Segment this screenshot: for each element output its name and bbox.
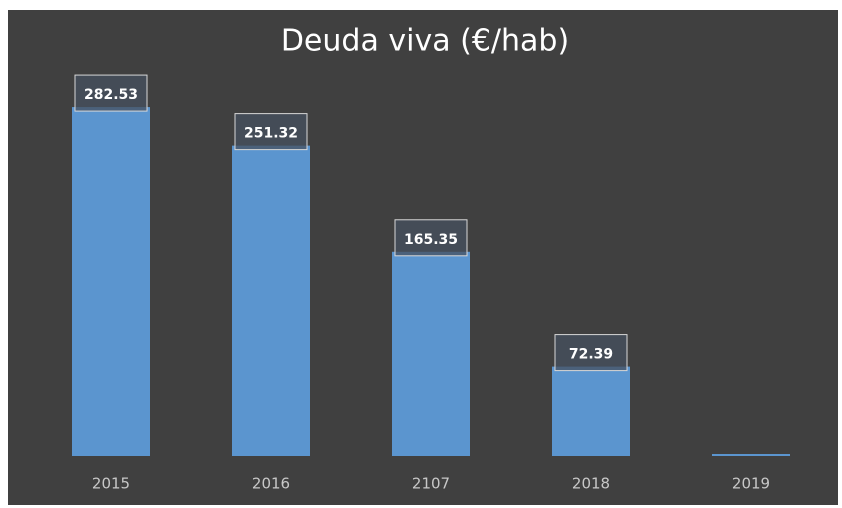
chart-title: Deuda viva (€/hab) [281, 24, 569, 59]
data-label-box [74, 74, 148, 112]
bar [72, 107, 150, 457]
bar [712, 454, 790, 456]
data-label: 251.32 [244, 126, 298, 142]
x-tick-label: 2015 [92, 475, 130, 493]
x-tick-label: 2019 [732, 475, 770, 493]
bar [552, 366, 630, 456]
bar [392, 251, 470, 456]
bar [232, 145, 310, 456]
data-label: 165.35 [404, 232, 458, 248]
x-tick-label: 2107 [412, 475, 450, 493]
data-label: 282.53 [84, 87, 138, 103]
data-label-box [394, 219, 468, 257]
data-label: 72.39 [569, 347, 613, 363]
data-label-box [234, 113, 308, 151]
x-tick-label: 2016 [252, 475, 290, 493]
x-tick-label: 2018 [572, 475, 610, 493]
data-label-box [554, 334, 628, 372]
